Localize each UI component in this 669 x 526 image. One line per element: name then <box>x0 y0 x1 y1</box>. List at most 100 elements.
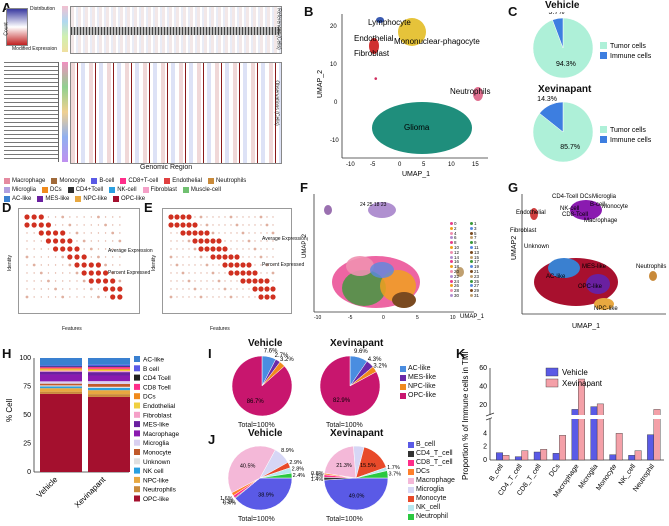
dot <box>206 296 208 298</box>
k-legend-label: Vehicle <box>562 368 588 377</box>
dot <box>33 296 35 298</box>
legend-item: CD8_T_cell <box>408 458 455 467</box>
h-legend-swatch <box>134 430 140 437</box>
k-legend-swatch <box>545 367 559 377</box>
dot <box>265 263 269 267</box>
dot <box>90 232 92 234</box>
panel-label-e: E <box>144 200 153 215</box>
dot <box>187 239 191 243</box>
svg-text:5: 5 <box>416 315 419 321</box>
dot <box>264 278 270 284</box>
h-bar-seg <box>88 396 130 472</box>
dot <box>111 271 115 275</box>
i-total-2: Total=100% <box>326 422 363 429</box>
e-xlabel: Features <box>210 326 230 332</box>
k-bar <box>559 435 566 461</box>
dot <box>67 246 73 252</box>
dot <box>258 278 264 284</box>
k-ylabel: Proportion % of Immune cells in TME <box>461 352 470 480</box>
dot <box>211 271 215 275</box>
dot <box>119 216 121 218</box>
h-bar-seg <box>88 366 130 368</box>
pie-slice <box>324 445 357 479</box>
f-legend-item: 12 <box>450 250 470 256</box>
dendrogram <box>4 62 59 162</box>
b-ylabel: UMAP_2 <box>317 70 324 98</box>
f-main-2 <box>342 270 386 306</box>
dot <box>45 230 52 236</box>
dot <box>248 232 250 234</box>
d-ylabel: Identity <box>7 254 14 272</box>
j-total-1: Total=100% <box>238 516 275 523</box>
j-vehicle-pie: 38.9% 0.4%1.3%1.6% 40.5% 8.9% 2.9%2.8%2.4% <box>220 445 305 511</box>
dot <box>168 222 174 228</box>
dot <box>252 270 258 276</box>
dot <box>264 286 270 292</box>
dot <box>236 296 238 298</box>
panel-label-f: F <box>300 180 308 195</box>
dot <box>254 216 256 218</box>
neutro-cluster <box>473 87 483 101</box>
dot <box>230 232 232 234</box>
dot <box>254 264 256 266</box>
pie-label: 7.6% <box>264 348 278 354</box>
dotplot-e-svg <box>168 214 276 300</box>
h-bar-seg <box>40 371 82 375</box>
dot <box>176 288 178 290</box>
k-legend-swatch <box>545 378 559 388</box>
pie-label: 3.7% <box>389 471 402 477</box>
ref-annotation-bar <box>62 6 68 52</box>
dot <box>240 278 246 284</box>
pie-slice <box>319 355 381 417</box>
dot <box>97 240 100 242</box>
dot <box>200 288 202 290</box>
panel-label-a: A <box>2 0 11 15</box>
dot <box>252 286 258 292</box>
dot <box>170 264 172 266</box>
h-legend-label: CD4 Tcell <box>143 375 171 382</box>
dot <box>74 254 80 260</box>
dot <box>218 288 220 290</box>
dot <box>204 238 210 244</box>
svg-text:10: 10 <box>448 162 455 168</box>
i-total-1: Total=100% <box>238 422 275 429</box>
k-xtick: B_cell <box>488 463 505 483</box>
dot <box>192 238 198 244</box>
pie-label: 0.8% <box>311 471 324 477</box>
h-legend-swatch <box>134 421 140 428</box>
k-ytick: 2 <box>483 444 487 451</box>
e-leg1: Average Expression <box>262 236 307 242</box>
dot <box>224 216 226 218</box>
f-legend-item: 28 <box>450 288 470 294</box>
dot <box>112 256 114 258</box>
dot <box>47 264 50 266</box>
dot <box>212 264 214 266</box>
dot <box>218 264 220 266</box>
dot <box>40 296 42 298</box>
svg-text:Neutrophils: Neutrophils <box>636 264 666 270</box>
dot <box>216 238 222 244</box>
dot <box>90 296 92 298</box>
dot <box>81 270 87 276</box>
dot <box>240 262 246 268</box>
f-legend-item: 5 <box>470 231 490 237</box>
dot <box>242 256 244 258</box>
dot <box>182 240 184 242</box>
legend-swatch <box>600 136 607 143</box>
dot <box>104 240 107 242</box>
dot <box>199 295 203 299</box>
dot <box>54 256 57 258</box>
dot <box>102 270 109 276</box>
dot <box>117 294 123 300</box>
dot <box>210 254 216 260</box>
dot <box>169 255 173 259</box>
f-legend-item: 30 <box>450 293 470 299</box>
h-legend-label: DCs <box>143 394 156 401</box>
dot <box>224 232 226 234</box>
dot <box>61 255 65 259</box>
dot <box>88 270 94 276</box>
f-right-cluster <box>456 267 464 277</box>
k-bar <box>596 403 604 461</box>
dot <box>26 264 28 266</box>
dot <box>176 296 178 298</box>
